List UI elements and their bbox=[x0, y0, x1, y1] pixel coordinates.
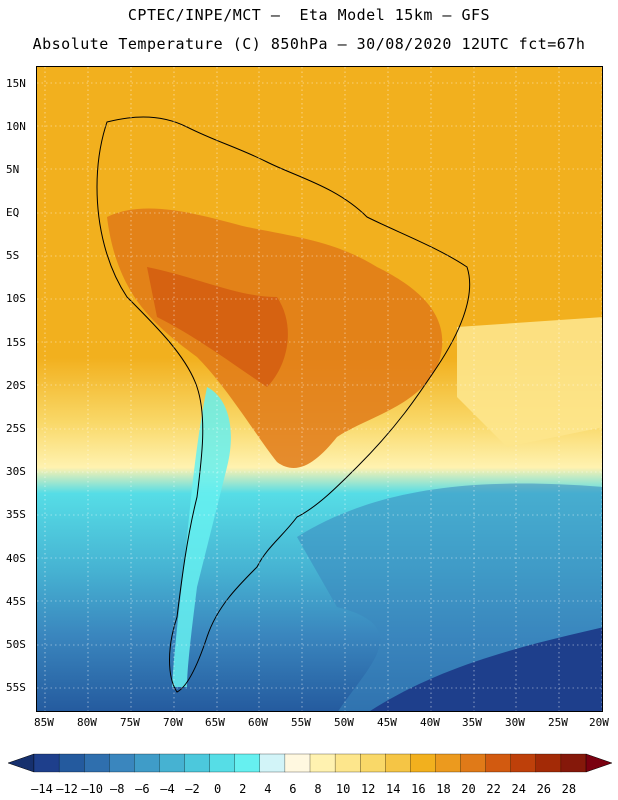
colorbar-swatch bbox=[134, 753, 160, 773]
lon-label: 50W bbox=[334, 716, 354, 729]
lat-label: 55S bbox=[6, 681, 26, 694]
map-gridlines bbox=[37, 67, 602, 711]
colorbar-swatch bbox=[360, 753, 386, 773]
colorbar-tick-label: 12 bbox=[360, 782, 376, 796]
continent-hot-core bbox=[147, 267, 288, 387]
chart-title-line2: Absolute Temperature (C) 850hPa – 30/08/… bbox=[32, 35, 586, 53]
colorbar-swatch bbox=[234, 753, 261, 773]
lat-label: 10S bbox=[6, 292, 26, 305]
lat-label: 5N bbox=[6, 163, 20, 176]
temperature-map bbox=[36, 66, 603, 712]
colorbar-swatch bbox=[309, 753, 336, 773]
lon-label: 85W bbox=[34, 716, 54, 729]
lon-label: 40W bbox=[420, 716, 440, 729]
lat-label: 25S bbox=[6, 422, 26, 435]
colorbar-tick-label: 14 bbox=[386, 782, 401, 796]
colorbar-tick-label: 0 bbox=[214, 782, 222, 796]
chart-title-line1: CPTEC/INPE/MCT – Eta Model 15km – GFS bbox=[127, 6, 491, 24]
colorbar-swatch bbox=[485, 753, 512, 773]
lon-label: 75W bbox=[120, 716, 140, 729]
colorbar-tick-label: 8 bbox=[314, 782, 322, 796]
colorbar-swatch bbox=[435, 753, 461, 773]
deep-cold-southeast bbox=[370, 627, 602, 711]
lat-label: 45S bbox=[6, 595, 26, 608]
lon-label: 20W bbox=[589, 716, 609, 729]
colorbar-swatch bbox=[535, 753, 562, 773]
colorbar-swatch bbox=[209, 753, 236, 773]
lon-label: 70W bbox=[163, 716, 183, 729]
colorbar-swatch bbox=[385, 753, 411, 773]
colorbar-tick-label: 24 bbox=[511, 782, 526, 796]
colorbar-swatch bbox=[159, 753, 185, 773]
colorbar-tick-label: 20 bbox=[461, 782, 476, 796]
lat-label: 10N bbox=[6, 120, 26, 133]
colorbar-tick-label: 16 bbox=[411, 782, 426, 796]
lon-label: 80W bbox=[77, 716, 97, 729]
lon-label: 45W bbox=[377, 716, 397, 729]
lat-label: 15S bbox=[6, 336, 26, 349]
lat-label: 30S bbox=[6, 465, 26, 478]
colorbar-tick-label: –2 bbox=[185, 782, 200, 796]
colorbar-tick-label: –12 bbox=[56, 782, 78, 796]
colorbar-tick-label: 2 bbox=[239, 782, 247, 796]
colorbar-swatch bbox=[510, 753, 537, 773]
lat-label: 20S bbox=[6, 379, 26, 392]
andes-cold-tongue bbox=[172, 387, 231, 687]
colorbar-tick-label: 22 bbox=[486, 782, 501, 796]
lat-label: 5S bbox=[6, 249, 20, 262]
colorbar-swatch bbox=[410, 753, 436, 773]
lon-label: 25W bbox=[548, 716, 568, 729]
colorbar-tick-label: 10 bbox=[335, 782, 351, 796]
colorbar-swatch bbox=[560, 753, 587, 773]
lat-label: 35S bbox=[6, 508, 26, 521]
colorbar-tick-label: –8 bbox=[110, 782, 125, 796]
colorbar-swatch bbox=[460, 753, 487, 773]
colorbar-swatch bbox=[84, 753, 110, 773]
lon-label: 60W bbox=[248, 716, 268, 729]
colorbar-tick-label: –10 bbox=[81, 782, 104, 796]
lon-label: 65W bbox=[205, 716, 225, 729]
colorbar-swatch bbox=[334, 753, 361, 773]
colorbar-swatch bbox=[58, 753, 85, 773]
colorbar-tick-label: –4 bbox=[160, 782, 175, 796]
colorbar bbox=[7, 753, 613, 773]
colorbar-swatch bbox=[284, 753, 311, 773]
lon-label: 30W bbox=[505, 716, 525, 729]
lat-label: EQ bbox=[6, 206, 20, 219]
lat-label: 50S bbox=[6, 638, 26, 651]
colorbar-tick-label: 4 bbox=[264, 782, 272, 796]
lat-label: 40S bbox=[6, 552, 26, 565]
colorbar-swatch bbox=[109, 753, 135, 773]
lat-label: 15N bbox=[6, 77, 26, 90]
colorbar-tick-label: –6 bbox=[135, 782, 150, 796]
colorbar-swatch bbox=[184, 753, 211, 773]
colorbar-swatch bbox=[33, 753, 60, 773]
south-america-outline bbox=[96, 116, 471, 693]
colorbar-tick-label: 26 bbox=[536, 782, 552, 796]
lon-label: 55W bbox=[291, 716, 311, 729]
colorbar-tick-label: 6 bbox=[289, 782, 297, 796]
map-canvas bbox=[37, 67, 602, 711]
colorbar-over-triangle bbox=[585, 753, 613, 773]
colorbar-swatch bbox=[259, 753, 286, 773]
colorbar-tick-label: 28 bbox=[561, 782, 577, 796]
warm-ocean-east bbox=[457, 317, 602, 447]
lon-label: 35W bbox=[462, 716, 482, 729]
colorbar-tick-label: –14 bbox=[31, 782, 53, 796]
colorbar-under-triangle bbox=[7, 753, 35, 773]
colorbar-tick-label: 18 bbox=[436, 782, 451, 796]
